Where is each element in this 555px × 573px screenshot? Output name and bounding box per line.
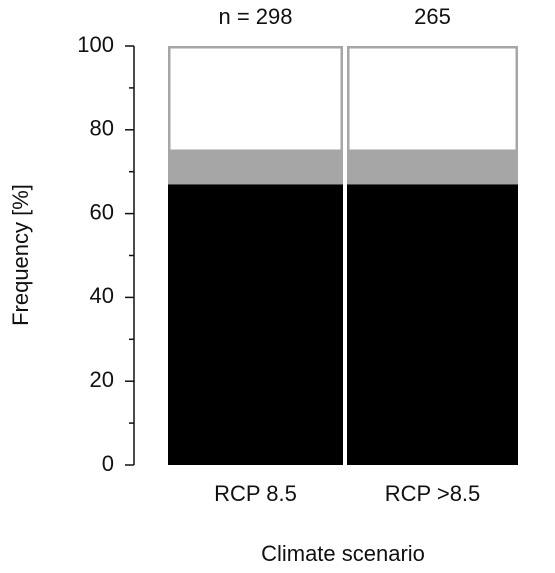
y-tick-label: 40 <box>90 283 114 308</box>
bar-segment <box>347 184 518 465</box>
x-tick-label: RCP >8.5 <box>385 481 481 506</box>
y-tick-label: 80 <box>90 116 114 141</box>
bar-segment <box>168 184 343 465</box>
bar-segment <box>347 46 518 152</box>
y-tick-label: 20 <box>90 367 114 392</box>
y-tick-label: 0 <box>102 451 114 476</box>
bar-segment <box>168 150 343 185</box>
bar-segment <box>168 46 343 152</box>
annotation: n = 298 <box>218 4 292 29</box>
y-tick-label: 100 <box>77 32 114 57</box>
bar-segment <box>347 150 518 185</box>
x-tick-label: RCP 8.5 <box>214 481 297 506</box>
y-tick-label: 60 <box>90 199 114 224</box>
y-axis-label: Frequency [%] <box>8 184 33 326</box>
x-axis-label: Climate scenario <box>261 541 425 566</box>
annotation: 265 <box>414 4 451 29</box>
